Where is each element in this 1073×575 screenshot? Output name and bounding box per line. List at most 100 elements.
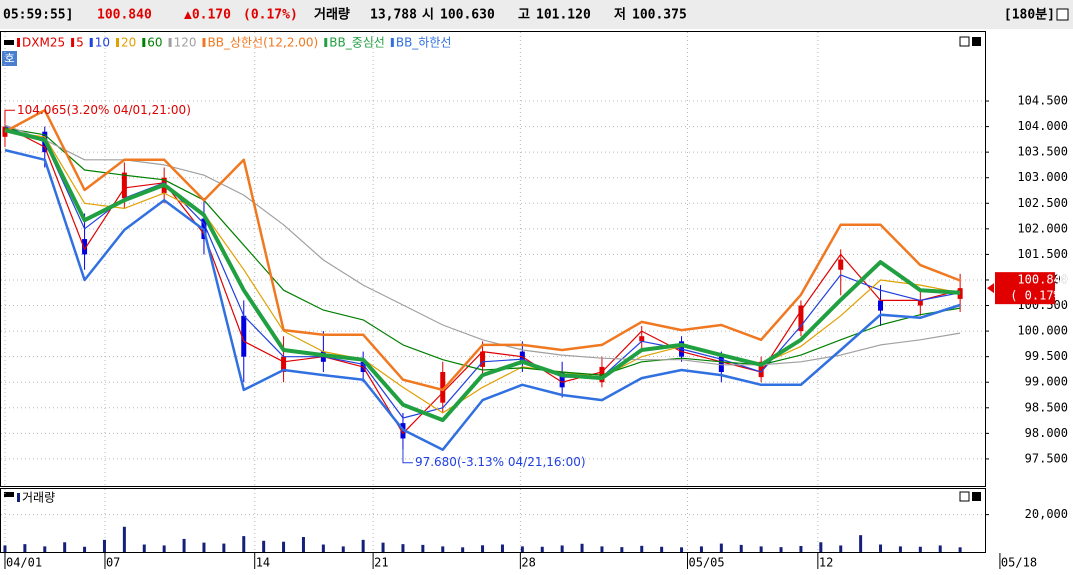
volume-bar bbox=[938, 545, 942, 552]
panel-button[interactable] bbox=[959, 36, 970, 47]
high: 101.120 bbox=[536, 8, 591, 23]
annotation: 104.065(3.20% 04/01,21:00) bbox=[17, 103, 191, 117]
volume-bar bbox=[759, 546, 763, 552]
volume-bar bbox=[83, 546, 87, 552]
legend-label: 20 bbox=[121, 36, 136, 50]
candle-body bbox=[639, 336, 645, 342]
volume-bar bbox=[898, 546, 902, 552]
volume-bar bbox=[122, 526, 126, 552]
volume-bar bbox=[779, 547, 783, 552]
change-pct: (0.17%) bbox=[243, 8, 298, 23]
x-tick-label: 21 bbox=[374, 556, 388, 570]
volume-bar bbox=[640, 545, 644, 552]
volume-bar bbox=[222, 543, 226, 552]
period[interactable]: [180분] bbox=[1004, 8, 1055, 23]
volume-bar bbox=[361, 539, 365, 552]
y-tick-label: 104.500 bbox=[1017, 94, 1068, 108]
volume-bar bbox=[540, 546, 544, 552]
x-tick-label: 05/18 bbox=[1001, 556, 1037, 570]
legend-label: BB_중심선 bbox=[329, 36, 385, 50]
y-tick-label: 102.500 bbox=[1017, 196, 1068, 210]
volume-panel bbox=[0, 488, 986, 553]
candle-body bbox=[480, 351, 486, 367]
annotation-leader bbox=[402, 449, 413, 464]
open-label: 시 bbox=[422, 8, 434, 23]
volume-bar bbox=[282, 541, 286, 552]
legend-swatch bbox=[116, 38, 120, 47]
low-label: 저 bbox=[614, 8, 626, 23]
volume-bar bbox=[321, 544, 325, 552]
volume-bar bbox=[680, 547, 684, 552]
ma-line bbox=[4, 128, 961, 423]
volume-bar bbox=[620, 547, 624, 552]
volume-bar bbox=[918, 546, 922, 552]
legend-swatch bbox=[324, 38, 328, 47]
y-tick-label: 98.000 bbox=[1025, 426, 1068, 440]
volume-bar bbox=[202, 542, 206, 552]
y-tick-label: 99.500 bbox=[1025, 349, 1068, 363]
volume-bar bbox=[520, 546, 524, 552]
ma-line bbox=[4, 108, 961, 392]
x-tick-label: 14 bbox=[256, 556, 270, 570]
candle-body bbox=[440, 372, 446, 403]
last-change: ( 0.17%) bbox=[1010, 289, 1068, 303]
volume-bar bbox=[3, 545, 7, 552]
legend-label: 60 bbox=[147, 36, 162, 50]
annotation-leader bbox=[4, 109, 15, 124]
volume-bar bbox=[461, 547, 465, 552]
candle-body bbox=[121, 172, 127, 199]
volume-bar bbox=[341, 546, 345, 552]
volume-bar bbox=[600, 546, 604, 552]
volume-bar bbox=[301, 537, 305, 552]
last-price: 100.840 bbox=[1017, 273, 1068, 287]
volume-bar bbox=[719, 543, 723, 552]
panel-button[interactable] bbox=[959, 491, 970, 502]
ma-line bbox=[4, 131, 961, 414]
legend-swatch bbox=[202, 38, 206, 47]
legend-swatch bbox=[17, 493, 20, 502]
legend-bar bbox=[4, 492, 14, 497]
window-button[interactable] bbox=[1056, 8, 1069, 21]
volume-bar bbox=[839, 545, 843, 552]
volume-bar bbox=[699, 546, 703, 552]
x-tick-label: 05/05 bbox=[689, 556, 725, 570]
price-pointer bbox=[987, 283, 994, 294]
volume-bar bbox=[102, 539, 106, 552]
ma-line bbox=[4, 148, 961, 451]
y-tick-label: 104.000 bbox=[1017, 119, 1068, 133]
volume-bar bbox=[560, 545, 564, 552]
y-tick-label: 100.000 bbox=[1017, 324, 1068, 338]
y-tick-label: 97.500 bbox=[1025, 451, 1068, 465]
volume-bar bbox=[739, 544, 743, 552]
toolbar bbox=[0, 0, 1073, 29]
price-box bbox=[995, 272, 1055, 305]
x-tick-label: 04/01 bbox=[6, 556, 42, 570]
volume-bar bbox=[481, 545, 485, 552]
volume-bar bbox=[819, 542, 823, 552]
y-tick-label: 101.500 bbox=[1017, 247, 1068, 261]
volume: 13,788 bbox=[370, 8, 417, 23]
open: 100.630 bbox=[440, 8, 495, 23]
volume-bar bbox=[799, 546, 803, 552]
y-tick-label: 102.000 bbox=[1017, 221, 1068, 235]
ma-line bbox=[4, 126, 961, 419]
panel-close[interactable] bbox=[972, 37, 981, 46]
volume-bar bbox=[958, 547, 962, 552]
candle-body bbox=[281, 356, 287, 373]
legend-swatch bbox=[71, 38, 75, 47]
volume-bar bbox=[660, 546, 664, 552]
candle-body bbox=[798, 305, 804, 332]
price-panel bbox=[0, 31, 986, 487]
candle-body bbox=[241, 315, 247, 357]
y-tick-label: 98.500 bbox=[1025, 400, 1068, 414]
legend-bar bbox=[4, 40, 14, 45]
volume-bar bbox=[23, 544, 27, 552]
x-tick-label: 28 bbox=[521, 556, 535, 570]
legend-label: 120 bbox=[174, 36, 197, 50]
y-tick-label: 99.000 bbox=[1025, 375, 1068, 389]
y-tick-label: 103.500 bbox=[1017, 145, 1068, 159]
legend-label: 거래량 bbox=[22, 491, 55, 505]
panel-close[interactable] bbox=[972, 492, 981, 501]
badge-box bbox=[2, 51, 17, 66]
volume-bar bbox=[859, 535, 863, 552]
